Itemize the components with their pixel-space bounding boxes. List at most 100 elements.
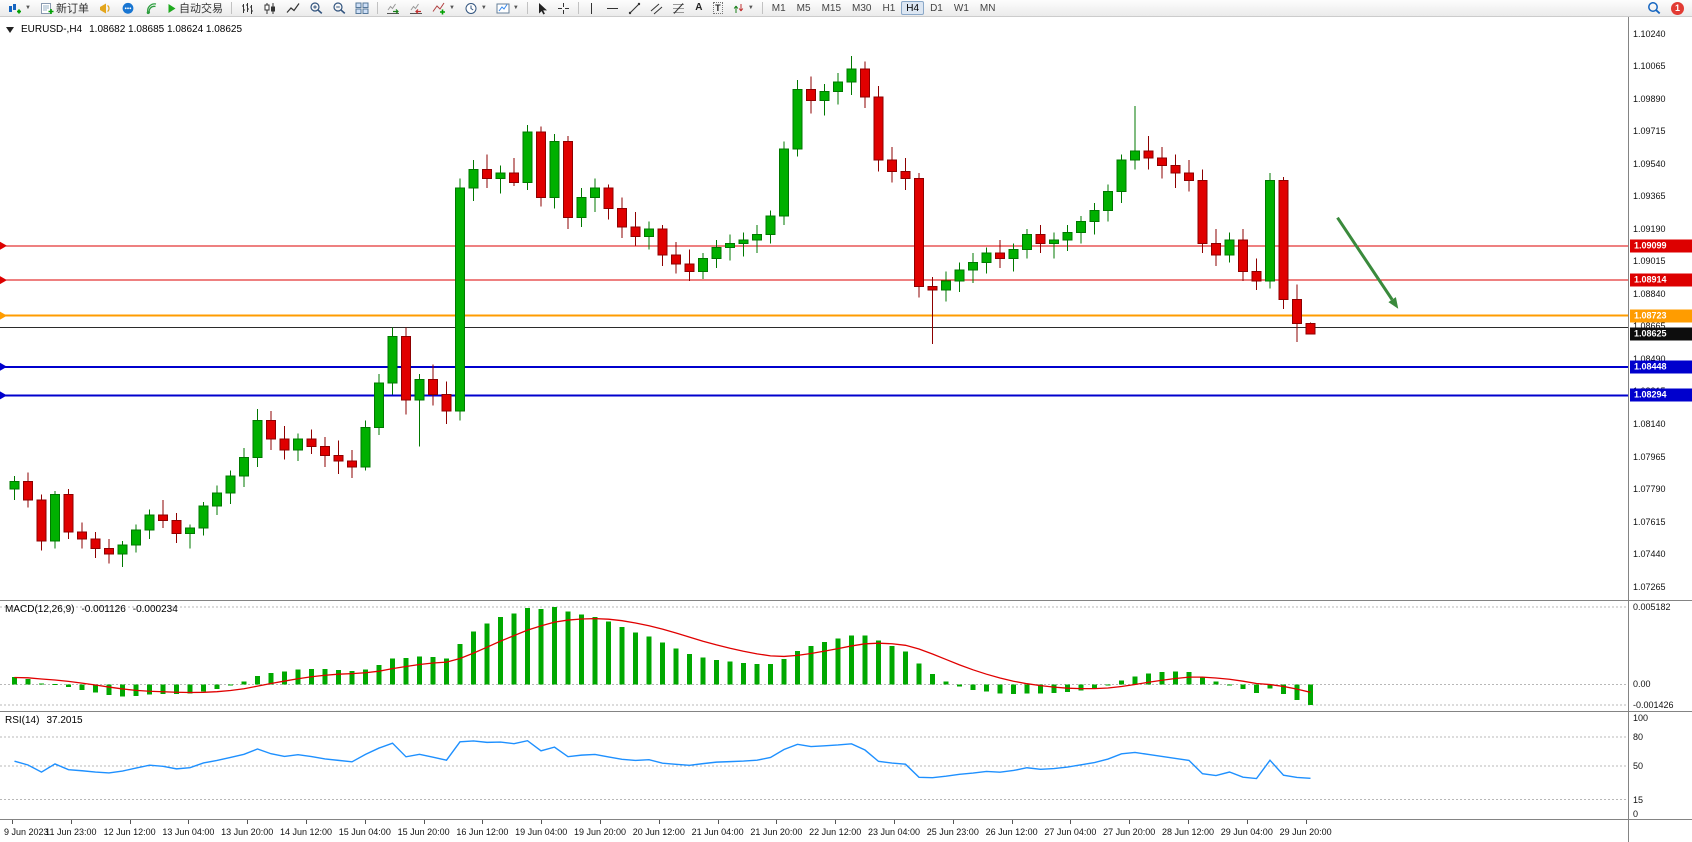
timeframe-d1-button[interactable]: D1 (930, 3, 943, 14)
fibonacci-button[interactable] (668, 1, 689, 16)
chat-button[interactable] (117, 1, 139, 16)
macd-histogram-bar (444, 658, 449, 685)
crosshair-button[interactable] (553, 1, 574, 16)
candle-body (1143, 150, 1154, 159)
label-tool-button[interactable]: T (709, 1, 727, 16)
candle-body (522, 131, 533, 183)
macd-histogram-bar (849, 635, 854, 685)
search-icon (1647, 1, 1661, 15)
macd-histogram-bar (741, 663, 746, 685)
chart-symbol-label: EURUSD-,H4 1.08682 1.08685 1.08624 1.086… (6, 24, 242, 35)
macd-histogram-bar (457, 644, 463, 685)
macd-histogram-bar (552, 607, 557, 685)
candle-body (1089, 209, 1100, 222)
rsi-axis[interactable]: 100 80 50 15 0 (1628, 712, 1692, 819)
candle-body (549, 141, 560, 198)
macd-plot (0, 606, 1628, 706)
candle-body (414, 378, 425, 401)
candle-body (590, 187, 600, 198)
signals-button[interactable] (140, 1, 162, 16)
candle-body (738, 239, 749, 245)
macd-histogram-bar (1281, 684, 1286, 695)
macd-histogram-bar (174, 684, 179, 695)
arrows-tool-button[interactable]: ▼ (728, 1, 758, 16)
macd-histogram-bar (619, 626, 625, 685)
notifications-badge[interactable]: 1 (1671, 1, 1684, 15)
candle-body (495, 172, 506, 180)
horizontal-line-button[interactable] (602, 1, 623, 16)
macd-histogram-bar (606, 621, 611, 685)
candle-body (1278, 180, 1289, 300)
candle-body (1062, 232, 1073, 241)
tile-windows-icon (355, 2, 369, 15)
trend-arrow-annotation[interactable] (1336, 216, 1394, 301)
vertical-line-button[interactable] (583, 1, 601, 16)
macd-histogram-bar (52, 684, 58, 686)
search-button[interactable] (1643, 1, 1665, 16)
time-axis-tick (835, 820, 837, 824)
zoom-in-icon (309, 1, 323, 15)
equidistant-channel-button[interactable] (646, 1, 667, 16)
macd-histogram-bar (673, 648, 679, 685)
rsi-axis-label: 100 (1633, 713, 1649, 723)
bar-chart-button[interactable] (236, 1, 258, 16)
timeframe-w1-button[interactable]: W1 (953, 3, 969, 14)
macd-histogram-bar (12, 676, 17, 685)
time-axis[interactable]: 9 Jun 2023 11 Jun 23:00 12 Jun 12:00 13 Jun… (0, 820, 1692, 842)
megaphone-button[interactable] (94, 1, 116, 16)
macd-histogram-bar (700, 657, 706, 685)
zoom-in-button[interactable] (305, 1, 327, 16)
text-tool-button[interactable]: A (690, 1, 708, 16)
periods-button[interactable]: ▼ (460, 1, 491, 16)
timeframe-m30-button[interactable]: M30 (852, 3, 872, 14)
chevron-down-icon: ▼ (448, 5, 455, 11)
macd-axis[interactable]: 0.005182 0.00 -0.001426 (1628, 601, 1692, 711)
macd-histogram-bar (349, 671, 355, 685)
timeframe-mn-button[interactable]: MN (979, 3, 996, 14)
candlestick-chart[interactable] (0, 17, 1628, 600)
macd-histogram-bar (957, 684, 962, 687)
timeframe-h1-button[interactable]: H1 (882, 3, 896, 14)
zoom-out-button[interactable] (328, 1, 350, 16)
autotrading-button[interactable]: 自动交易 (163, 1, 227, 16)
candle-body (306, 438, 317, 447)
candle-body (1170, 165, 1181, 174)
auto-scroll-button[interactable] (382, 1, 404, 16)
macd-histogram-bar (484, 623, 490, 685)
tile-windows-button[interactable] (351, 1, 373, 16)
price-chart-panel[interactable]: EURUSD-,H4 1.08682 1.08685 1.08624 1.086… (0, 17, 1692, 601)
timeframe-m15-button[interactable]: M15 (821, 3, 842, 14)
cursor-button[interactable] (532, 1, 552, 16)
timeframe-h4-button[interactable]: H4 (901, 1, 925, 15)
templates-button[interactable]: ▼ (492, 1, 523, 16)
macd-histogram-bar (1119, 680, 1124, 685)
candle-body (603, 187, 614, 209)
macd-indicator-panel[interactable]: MACD(12,26,9) -0.001126 -0.000234 0.0051… (0, 601, 1692, 712)
indicators-button[interactable]: ▼ (428, 1, 459, 16)
line-left-marker (0, 391, 7, 400)
timeframe-m5-button[interactable]: M5 (796, 3, 811, 14)
macd-histogram-bar (862, 635, 868, 685)
time-axis-label: 29 Jun 04:00 (1220, 827, 1273, 837)
candlestick-chart-button[interactable] (259, 1, 281, 16)
chart-shift-button[interactable] (405, 1, 427, 16)
macd-histogram-bar (147, 684, 152, 695)
trendline-button[interactable] (624, 1, 645, 16)
time-axis-label: 14 Jun 12:00 (279, 827, 333, 837)
trend-arrow-head (1388, 297, 1399, 309)
price-axis[interactable]: 1.10240 1.10065 1.09890 1.09715 1.09540 1.093… (1628, 17, 1692, 600)
new-order-button[interactable]: 新订单 (36, 1, 93, 16)
timeframe-m1-button[interactable]: M1 (771, 3, 786, 14)
line-chart-button[interactable] (282, 1, 304, 16)
new-chart-button[interactable]: ▼ (4, 1, 35, 16)
macd-histogram-bar (1200, 676, 1205, 685)
macd-histogram-bar (336, 669, 341, 685)
macd-histogram-bar (781, 658, 787, 685)
toolbar-separator (526, 2, 528, 14)
price-axis-label: 1.09540 (1633, 158, 1666, 169)
bar-chart-icon (240, 2, 254, 15)
candle-body (9, 481, 20, 490)
rsi-plot (0, 736, 1628, 801)
macd-histogram-bar (1308, 684, 1313, 705)
rsi-indicator-panel[interactable]: RSI(14) 37.2015 100 80 50 15 0 (0, 712, 1692, 820)
